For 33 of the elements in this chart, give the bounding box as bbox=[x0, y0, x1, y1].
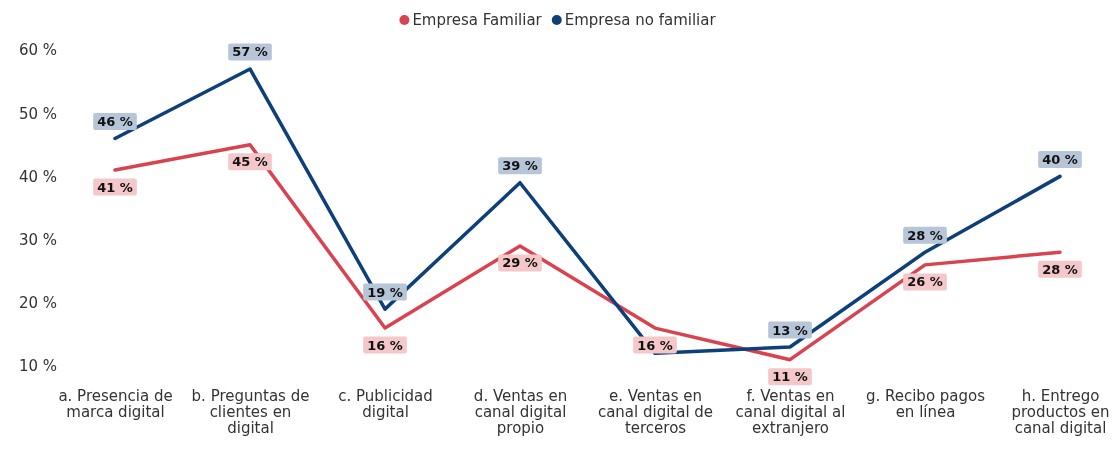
x-tick-label: e. Ventas en canal digital de terceros bbox=[597, 386, 714, 437]
x-tick-label: d. Ventas en canal digital propio bbox=[473, 386, 568, 437]
data-label: 46 % bbox=[97, 113, 133, 129]
data-label: 13 % bbox=[772, 322, 808, 338]
data-label: 39 % bbox=[502, 158, 538, 174]
data-label: 45 % bbox=[232, 154, 268, 170]
data-label: 29 % bbox=[502, 255, 538, 271]
y-tick-label: 20 % bbox=[18, 294, 57, 313]
x-tick-label: h. Entrego productos en canal digital bbox=[1011, 386, 1110, 437]
line-series bbox=[113, 67, 1062, 356]
x-tick-label: g. Recibo pagos en línea bbox=[865, 386, 986, 421]
y-tick-label: 60 % bbox=[18, 41, 57, 60]
y-tick-label: 50 % bbox=[18, 104, 57, 123]
data-label: 28 % bbox=[907, 227, 943, 243]
data-label: 11 % bbox=[772, 369, 808, 385]
data-label: 19 % bbox=[367, 284, 403, 300]
line-series bbox=[113, 143, 1062, 362]
legend-label: Empresa Familiar bbox=[412, 11, 543, 29]
x-tick-label: a. Presencia de marca digital bbox=[58, 386, 173, 421]
x-tick-label: b. Preguntas de clientes en digital bbox=[191, 386, 310, 437]
data-label: 57 % bbox=[232, 44, 268, 60]
y-tick-label: 30 % bbox=[18, 230, 57, 249]
legend-label: Empresa no familiar bbox=[564, 11, 717, 29]
y-tick-label: 10 % bbox=[18, 357, 57, 376]
x-tick-label: c. Publicidad digital bbox=[338, 386, 433, 421]
data-label: 26 % bbox=[907, 274, 943, 290]
x-tick-label: f. Ventas en canal digital al extranjero bbox=[735, 386, 846, 437]
y-tick-label: 40 % bbox=[18, 167, 57, 186]
data-label: 16 % bbox=[637, 337, 673, 353]
data-label: 16 % bbox=[367, 337, 403, 353]
data-label: 40 % bbox=[1042, 151, 1078, 167]
data-label: 41 % bbox=[97, 179, 133, 195]
data-label: 28 % bbox=[1042, 261, 1078, 277]
